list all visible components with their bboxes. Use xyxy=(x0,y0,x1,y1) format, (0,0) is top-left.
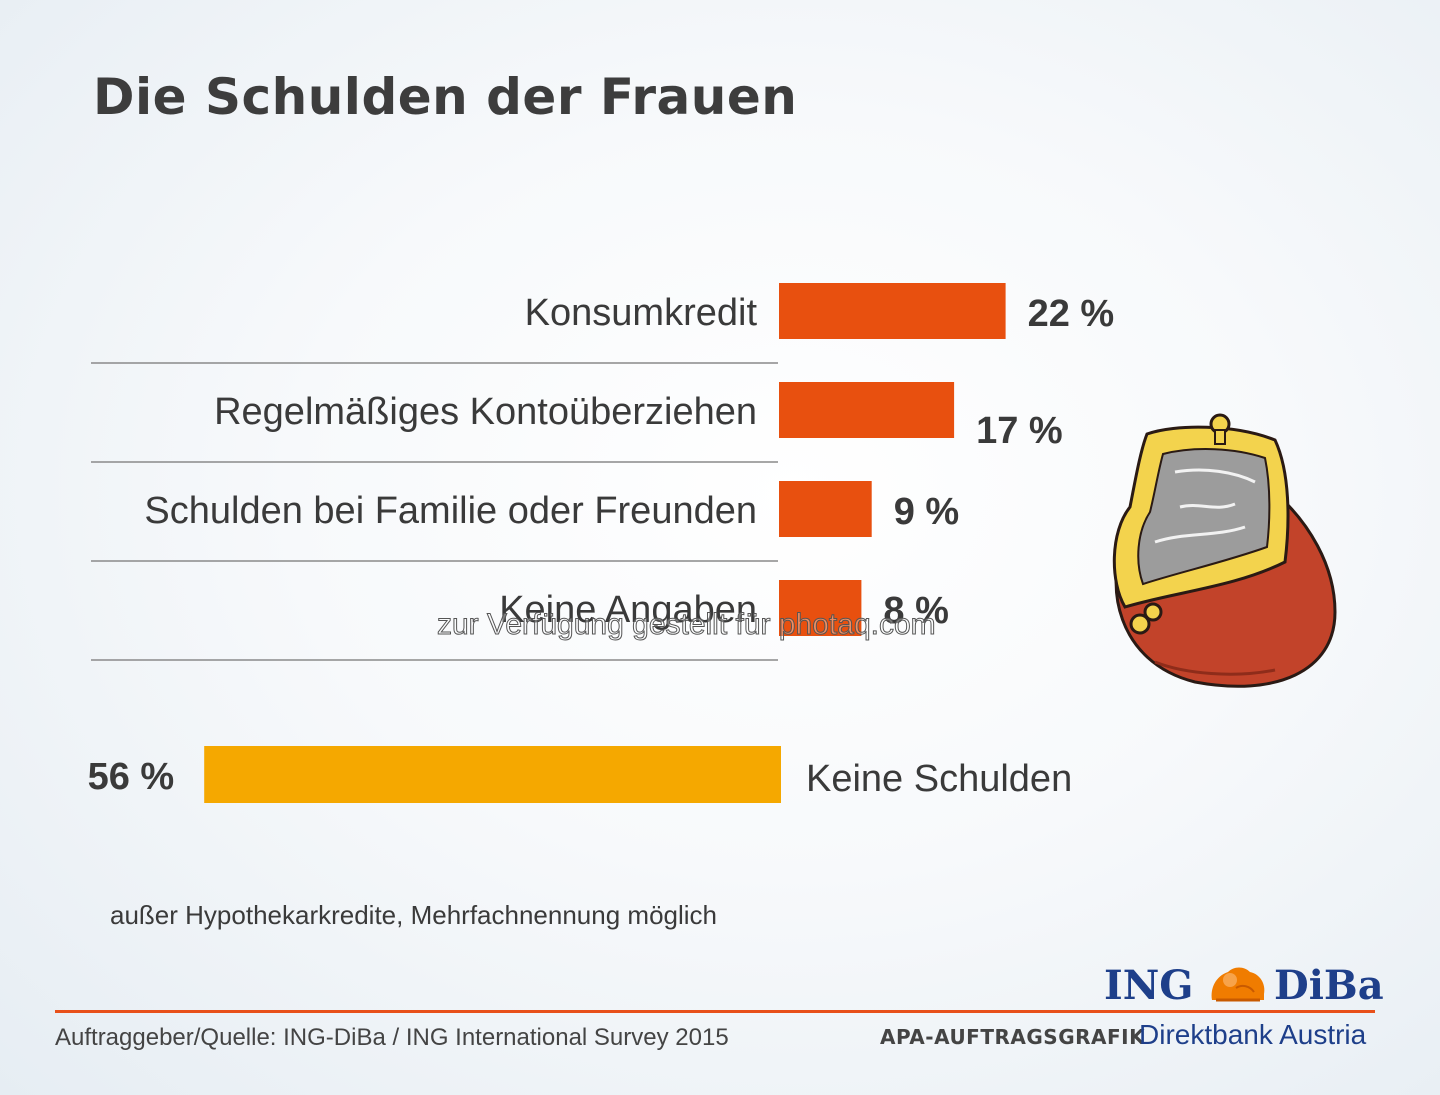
source-note: Auftraggeber/Quelle: ING-DiBa / ING Inte… xyxy=(55,1024,729,1051)
highlight-category-label: Keine Schulden xyxy=(806,758,1072,800)
category-label: Keine Angaben xyxy=(499,589,757,631)
logo-left-word: ING xyxy=(1104,962,1194,1009)
bar xyxy=(779,481,872,537)
bar xyxy=(779,580,862,636)
highlight-bar xyxy=(204,746,781,803)
category-label: Schulden bei Familie oder Freunden xyxy=(144,490,757,532)
category-label: Konsumkredit xyxy=(525,292,758,334)
bar xyxy=(779,382,955,438)
ing-diba-logo: ING DiBa xyxy=(1104,962,1384,1009)
footer-rule xyxy=(55,1010,1375,1013)
value-label: 22 % xyxy=(1028,293,1115,335)
lion-icon xyxy=(1206,962,1270,1016)
apa-credit: APA-AUFTRAGSGRAFIK xyxy=(880,1025,1146,1049)
logo-tagline: Direktbank Austria xyxy=(1139,1019,1367,1050)
highlight-value-label: 56 % xyxy=(88,756,175,798)
logo-right-word: DiBa xyxy=(1274,962,1384,1009)
purse-icon xyxy=(1085,412,1355,707)
bar xyxy=(779,283,1006,339)
chart-title: Die Schulden der Frauen xyxy=(93,68,798,126)
value-label: 17 % xyxy=(976,410,1063,452)
footnote: außer Hypothekarkredite, Mehrfachnennung… xyxy=(110,900,718,930)
category-label: Regelmäßiges Kontoüberziehen xyxy=(214,391,757,433)
watermark: zur Verfügung gestellt für photaq.com xyxy=(437,608,937,642)
value-label: 9 % xyxy=(894,491,959,533)
value-label: 8 % xyxy=(883,590,948,632)
